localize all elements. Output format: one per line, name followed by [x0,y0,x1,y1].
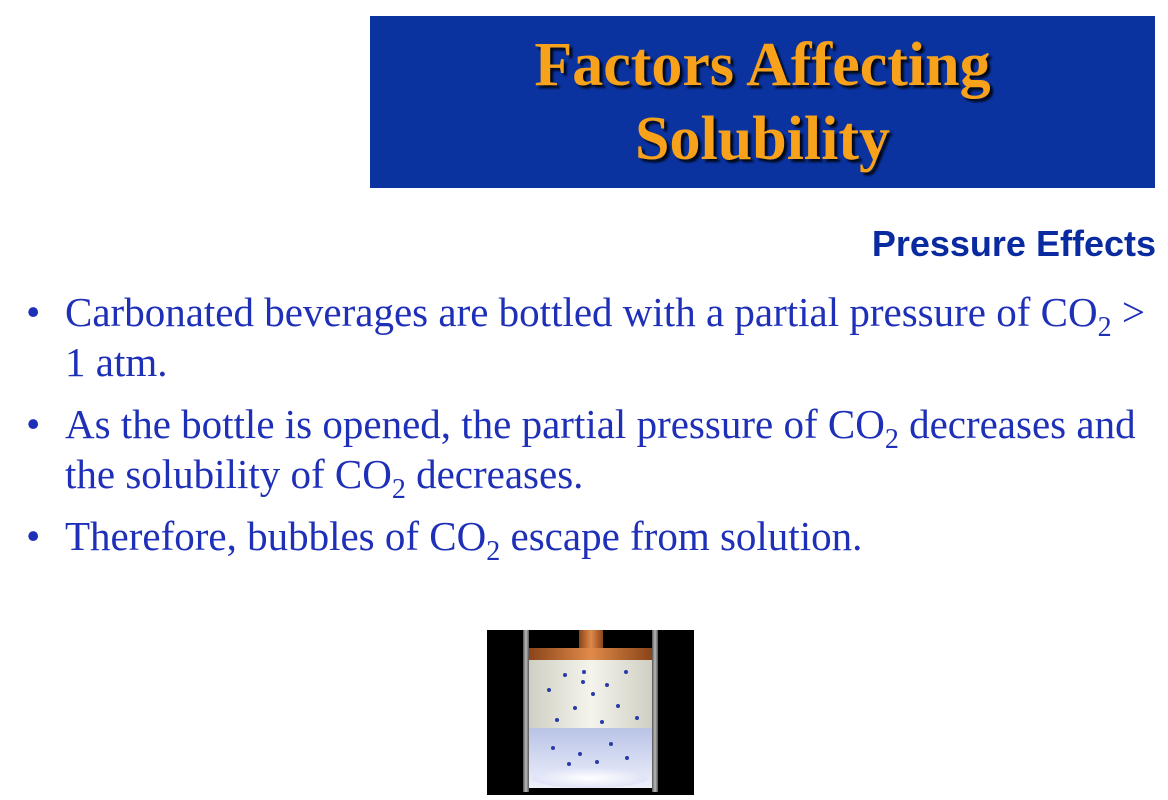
liquid-glow [532,768,648,788]
text-run: Therefore, bubbles of CO [65,513,487,559]
bullet-dot: • [26,401,41,447]
bullet-dot: • [26,289,41,335]
bullet-item: • As the bottle is opened, the partial p… [26,399,1161,504]
bullet-list: • Carbonated beverages are bottled with … [26,287,1161,573]
subscript: 2 [884,424,899,455]
text-run: > 1 atm. [65,289,1145,385]
title-banner: Factors Affecting Solubility [370,16,1155,188]
bullet-item: • Therefore, bubbles of CO2 escape from … [26,511,1161,566]
gas-molecules [547,670,639,724]
text-run: Carbonated beverages are bottled with a … [65,289,1098,335]
section-subtitle: Pressure Effects [871,223,1156,264]
text-run: decreases. [405,451,584,497]
bullet-text: As the bottle is opened, the partial pre… [65,399,1161,504]
cylinder-wall-right [652,630,658,792]
cylinder-wall-left [523,630,529,792]
subscript: 2 [1097,312,1112,343]
subscript: 2 [391,474,406,505]
piston-plate [529,648,652,660]
text-run: As the bottle is opened, the partial pre… [65,401,885,447]
piston-cylinder-illustration [487,630,694,795]
gas-region [529,660,652,740]
bullet-text: Carbonated beverages are bottled with a … [65,287,1161,387]
subscript: 2 [486,536,501,567]
bullet-item: • Carbonated beverages are bottled with … [26,287,1161,387]
piston-rod [579,630,603,650]
title-line-1: Factors Affecting [534,31,991,99]
bullet-text: Therefore, bubbles of CO2 escape from so… [65,511,1161,566]
title-line-2: Solubility [635,105,890,173]
bullet-dot: • [26,513,41,559]
piston-cylinder-svg [523,630,658,792]
text-run: decreases and the solubility of CO [65,401,1136,497]
dissolved-molecules [551,742,629,766]
text-run: escape from solution. [500,513,863,559]
